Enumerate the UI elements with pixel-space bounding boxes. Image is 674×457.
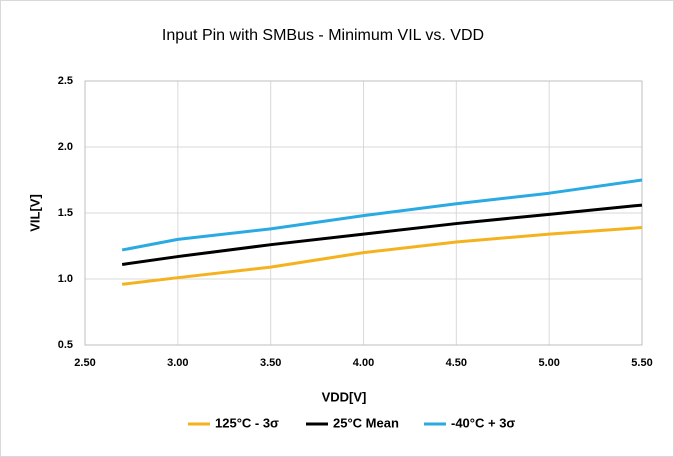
x-tick-label: 4.50: [446, 357, 467, 369]
x-tick-label: 2.50: [74, 357, 95, 369]
y-tick-label: 2.5: [58, 75, 73, 87]
series-line: [121, 226, 643, 286]
y-tick-label: 2.0: [58, 141, 73, 153]
x-axis-label: VDD[V]: [322, 389, 367, 404]
x-tick-label: 4.00: [353, 357, 374, 369]
series-line: [121, 203, 643, 266]
legend-label: 25°C Mean: [333, 415, 399, 430]
x-tick-label: 5.50: [631, 357, 652, 369]
legend-label: 125°C - 3σ: [215, 415, 279, 430]
x-tick-label: 3.50: [260, 357, 281, 369]
y-tick-label: 1.5: [58, 207, 73, 219]
legend-label: -40°C + 3σ: [451, 415, 515, 430]
plot-border: [84, 80, 643, 346]
x-tick-label: 5.00: [538, 357, 559, 369]
y-axis-label: VIL[V]: [27, 194, 42, 232]
y-tick-label: 0.5: [58, 339, 73, 351]
series-line: [121, 178, 643, 252]
chart-title: Input Pin with SMBus - Minimum VIL vs. V…: [162, 27, 484, 44]
y-tick-label: 1.0: [58, 273, 73, 285]
x-tick-label: 3.00: [167, 357, 188, 369]
